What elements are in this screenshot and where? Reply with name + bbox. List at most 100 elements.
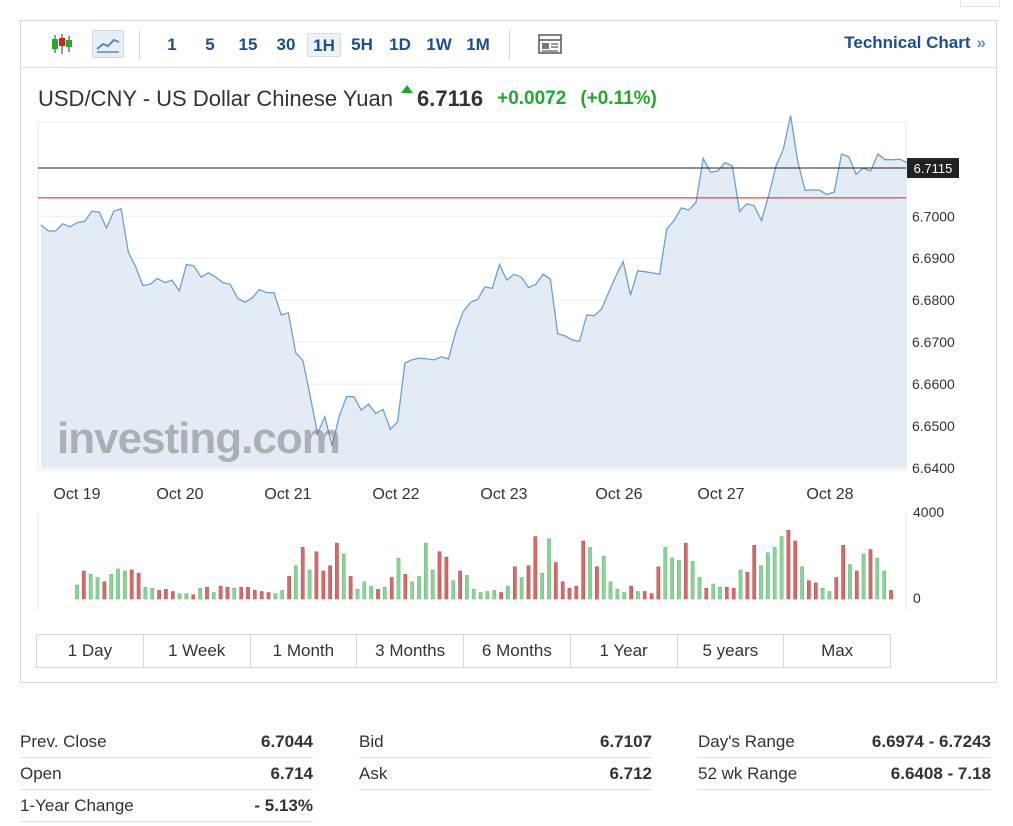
volume-bar <box>581 540 586 600</box>
x-tick-label: Oct 20 <box>156 486 203 503</box>
volume-bar <box>328 565 332 600</box>
volume-bar <box>608 581 613 600</box>
quote-header: USD/CNY - US Dollar Chinese Yuan 6.7116 +0… <box>38 85 657 115</box>
volume-bar <box>793 540 798 600</box>
range-1-day[interactable]: 1 Day <box>37 635 144 667</box>
technical-chart-link[interactable]: Technical Chart » <box>844 33 986 53</box>
volume-bar <box>519 577 524 600</box>
interval-1min[interactable]: 1 <box>167 35 177 54</box>
volume-bar <box>109 574 114 600</box>
up-arrow-icon <box>401 85 414 93</box>
volume-bar <box>198 588 202 600</box>
volume-bar <box>861 553 866 600</box>
volume-bar <box>868 549 873 600</box>
stat-bid: Bid 6.7107 <box>359 726 652 758</box>
interval-5hour[interactable]: 5H <box>351 35 373 54</box>
current-price-label: 6.7115 <box>914 161 953 176</box>
volume-bar <box>430 569 435 600</box>
volume-bar <box>273 593 278 600</box>
stats-column-2: Bid 6.7107 Ask 6.712 <box>359 726 652 790</box>
volume-bar <box>697 577 702 600</box>
volume-bar <box>841 545 845 600</box>
x-tick-label: Oct 21 <box>264 486 311 503</box>
volume-bar <box>677 560 681 600</box>
volume-bar <box>595 566 599 600</box>
volume-bar <box>766 552 770 600</box>
volume-bar <box>718 586 722 600</box>
range-1-month[interactable]: 1 Month <box>250 635 358 667</box>
interval-5min[interactable]: 5 <box>205 35 215 54</box>
stat-open: Open 6.714 <box>20 758 313 790</box>
volume-bar <box>827 591 832 600</box>
interval-1day[interactable]: 1D <box>389 35 411 54</box>
pair-title: USD/CNY - US Dollar Chinese Yuan <box>38 85 394 111</box>
stat-1-year-change: 1-Year Change - 5.13% <box>20 790 313 822</box>
range-1-year[interactable]: 1 Year <box>570 635 678 667</box>
volume-bar <box>300 547 305 600</box>
interval-30min[interactable]: 30 <box>276 35 296 54</box>
x-tick-label: Oct 19 <box>53 486 100 503</box>
volume-bar <box>225 586 230 600</box>
volume-bar <box>471 589 476 600</box>
technical-chart-label: Technical Chart <box>844 33 971 52</box>
price-area <box>41 115 907 468</box>
price-chart[interactable]: investing.com 6.7115 6.7000 6.6900 6.6800 6.6… <box>21 21 996 611</box>
volume-bar <box>348 576 353 600</box>
volume-bar <box>731 588 736 600</box>
volume-bar <box>854 570 859 600</box>
stats-column-3: Day's Range 6.6974 - 6.7243 52 wk Range 6.… <box>698 726 991 790</box>
volume-bar <box>499 592 503 600</box>
range-1-week[interactable]: 1 Week <box>143 635 251 667</box>
volume-bar <box>512 566 517 600</box>
volume-bar <box>533 536 538 600</box>
volume-bar <box>287 576 291 600</box>
volume-bar <box>164 589 168 600</box>
price-change: +0.0072 <box>497 87 567 109</box>
interval-15min[interactable]: 15 <box>238 35 258 54</box>
volume-bar <box>724 586 729 600</box>
volume-bar <box>752 545 757 600</box>
volume-bar <box>834 577 839 600</box>
interval-1hour[interactable]: 1H <box>307 33 341 57</box>
volume-bar <box>649 593 654 600</box>
volume-bar <box>451 580 456 600</box>
toolbar-separator <box>139 30 140 60</box>
volume-bar <box>232 588 237 600</box>
volume-bar <box>690 561 695 600</box>
volume-bar <box>95 577 100 600</box>
range-3-months[interactable]: 3 Months <box>357 635 464 667</box>
toolbar-separator <box>509 30 510 60</box>
volume-bar <box>376 589 380 600</box>
y-tick-label: 6.6500 <box>912 418 955 434</box>
candlestick-icon[interactable] <box>46 30 78 58</box>
range-5-years[interactable]: 5 years <box>677 635 785 667</box>
range-max[interactable]: Max <box>784 635 890 667</box>
news-grid-icon[interactable] <box>535 30 567 58</box>
volume-bar <box>205 586 209 600</box>
volume-bar <box>779 536 784 600</box>
volume-bar <box>75 584 79 600</box>
volume-bar <box>848 564 852 600</box>
volume-bar <box>321 570 326 600</box>
volume-bar <box>177 593 182 600</box>
area-chart-icon[interactable] <box>92 30 124 58</box>
volume-bar <box>211 592 216 600</box>
volume-bar <box>307 569 312 600</box>
volume-bar <box>362 581 367 600</box>
volume-bar <box>601 555 606 600</box>
volume-bar <box>259 591 264 600</box>
x-tick-label: Oct 23 <box>480 486 527 503</box>
time-range-selector: 1 Day 1 Week 1 Month 3 Months 6 Months 1… <box>36 634 891 668</box>
range-6-months[interactable]: 6 Months <box>464 635 571 667</box>
volume-bar <box>745 571 750 600</box>
volume-bar <box>759 565 763 600</box>
stat-days-range: Day's Range 6.6974 - 6.7243 <box>698 726 991 758</box>
volume-bar <box>116 568 120 600</box>
interval-1month[interactable]: 1M <box>466 35 490 54</box>
volume-bar <box>314 551 319 600</box>
top-edge-tab <box>960 0 1000 7</box>
volume-bar <box>629 585 633 600</box>
interval-1week[interactable]: 1W <box>426 35 452 54</box>
x-tick-label: Oct 28 <box>806 486 853 503</box>
volume-bar <box>252 590 257 600</box>
